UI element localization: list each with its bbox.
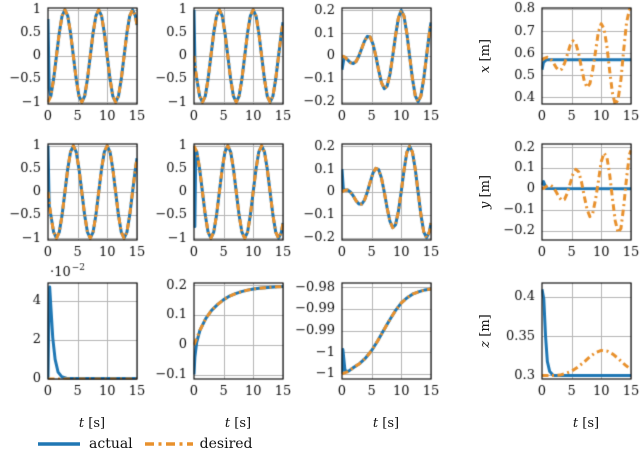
plot-r1c3-canvas xyxy=(294,0,439,146)
plot-r3c2-canvas xyxy=(146,263,291,405)
xlabel-t-col2: t [s] xyxy=(224,416,252,431)
plot-r3c1 xyxy=(0,263,145,405)
ylabel-y: y [m] xyxy=(478,157,494,227)
plot-r1c3 xyxy=(294,0,439,146)
ylabel-y-var: y xyxy=(478,201,493,209)
plot-y-position xyxy=(494,124,640,266)
legend-label-desired: desired xyxy=(199,436,253,452)
ylabel-x-var: x xyxy=(478,65,493,73)
plot-r1c1-canvas xyxy=(0,0,145,146)
plot-r2c2-canvas xyxy=(146,124,291,266)
actual-line-sample-icon xyxy=(38,442,80,446)
plot-r1c2 xyxy=(146,0,291,146)
plot-r3c3-canvas xyxy=(294,263,439,405)
desired-dashdot-sample-icon xyxy=(144,442,193,446)
plot-x-position xyxy=(494,0,640,146)
plot-z-position-canvas xyxy=(494,263,640,405)
ylabel-z-unit: [m] xyxy=(478,314,493,337)
plot-x-position-canvas xyxy=(494,0,640,146)
ylabel-y-unit: [m] xyxy=(478,175,493,198)
xlabel-t-col4: t [s] xyxy=(572,416,600,431)
plot-r3c2 xyxy=(146,263,291,405)
plot-r2c3 xyxy=(294,124,439,266)
legend-label-actual: actual xyxy=(89,436,133,452)
plot-r2c1-canvas xyxy=(0,124,145,266)
plot-r3c3 xyxy=(294,263,439,405)
ylabel-x: x [m] xyxy=(478,21,494,91)
plot-r1c1 xyxy=(0,0,145,146)
ylabel-z: z [m] xyxy=(478,296,494,366)
plot-y-position-canvas xyxy=(494,124,640,266)
plot-r3c1-canvas xyxy=(0,263,145,405)
plot-r2c2 xyxy=(146,124,291,266)
legend-item-desired: desired xyxy=(143,436,253,452)
ylabel-z-var: z xyxy=(478,340,493,348)
xlabel-t-col3: t [s] xyxy=(372,416,400,431)
legend-item-actual: actual xyxy=(36,436,133,452)
legend: actual desired xyxy=(36,435,253,453)
plot-r2c1 xyxy=(0,124,145,266)
plot-r2c3-canvas xyxy=(294,124,439,266)
plot-r1c2-canvas xyxy=(146,0,291,146)
plot-z-position xyxy=(494,263,640,405)
ylabel-x-unit: [m] xyxy=(478,39,493,62)
xlabel-t-col1: t [s] xyxy=(78,416,106,431)
